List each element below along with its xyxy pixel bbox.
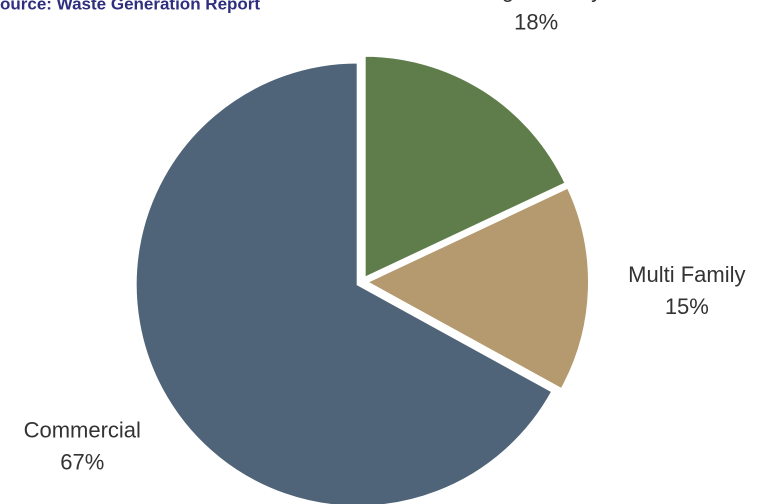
- slice-value: 15%: [665, 294, 709, 319]
- slice-label: Single Family: [470, 0, 602, 2]
- slice-value: 67%: [60, 449, 104, 474]
- pie-slice: [134, 61, 554, 504]
- slice-value: 18%: [514, 9, 558, 34]
- chart-title: ource: Waste Generation Report: [0, 0, 260, 13]
- slice-label: Commercial: [24, 417, 141, 442]
- pie-slice: [364, 186, 590, 391]
- slice-label: Multi Family: [628, 262, 745, 287]
- pie-slice: [363, 54, 567, 280]
